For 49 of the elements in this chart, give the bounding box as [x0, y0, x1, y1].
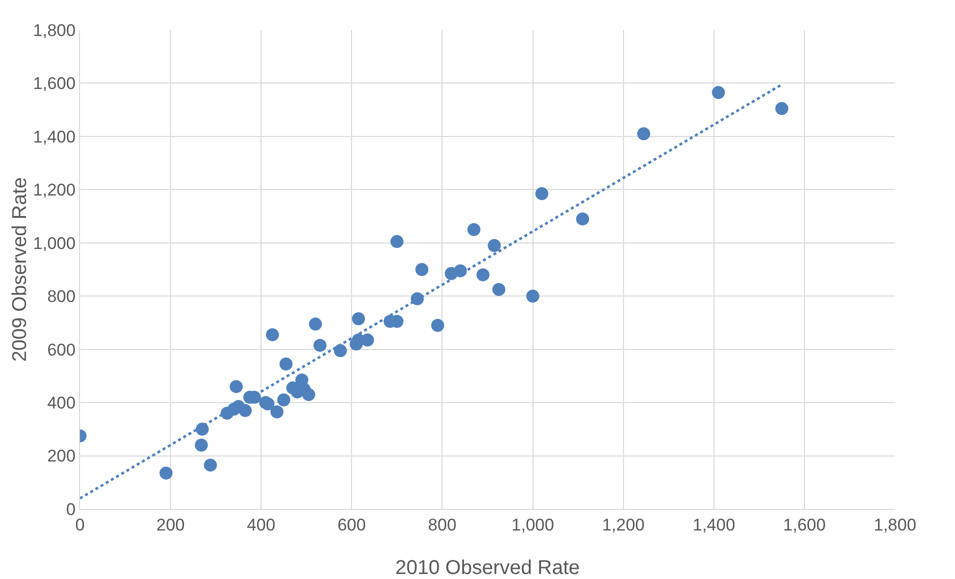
y-tick-label: 400 — [47, 394, 76, 413]
point — [266, 328, 279, 342]
point — [352, 312, 365, 326]
point — [204, 458, 217, 472]
x-tick-label: 1,000 — [512, 515, 554, 534]
point — [775, 102, 788, 115]
point — [488, 239, 501, 252]
point — [277, 393, 290, 406]
x-tick-label: 800 — [428, 515, 456, 534]
y-tick-label: 1,600 — [33, 74, 76, 94]
y-tick-label: 0 — [66, 500, 76, 519]
x-tick-label: 400 — [246, 515, 276, 534]
point — [230, 380, 243, 394]
point — [526, 290, 540, 303]
x-axis-title: 2010 Observed Rate — [395, 557, 580, 579]
y-tick-label: 800 — [47, 287, 76, 306]
point — [308, 318, 322, 331]
point — [415, 263, 428, 276]
point — [476, 268, 490, 282]
point — [431, 318, 444, 332]
x-tick-label: 1,400 — [692, 515, 736, 534]
x-tick-label: 1,800 — [874, 515, 916, 534]
point — [270, 405, 284, 418]
point — [302, 388, 316, 402]
point — [390, 235, 404, 248]
y-tick-label: 1,200 — [33, 180, 76, 200]
point — [334, 344, 347, 358]
point — [280, 357, 293, 370]
point — [361, 334, 374, 347]
x-tick-label: 1,600 — [783, 515, 826, 534]
y-tick-label: 1,800 — [33, 20, 76, 40]
y-tick-label: 1,400 — [33, 127, 76, 146]
point — [492, 282, 506, 296]
point — [194, 438, 208, 452]
point — [535, 187, 548, 200]
y-tick-label: 200 — [47, 446, 76, 466]
y-tick-label: 600 — [47, 340, 76, 360]
x-tick-label: 200 — [156, 515, 185, 534]
point — [238, 404, 252, 418]
point — [160, 466, 173, 480]
point — [576, 212, 590, 226]
point — [313, 338, 326, 352]
point — [637, 127, 650, 140]
x-tick-label: 600 — [337, 515, 366, 534]
x-tick-label: 1,200 — [602, 515, 645, 534]
y-axis-title: 2009 Observed Rate — [9, 177, 32, 362]
y-tick-label: 1,000 — [33, 234, 76, 253]
point — [712, 86, 725, 100]
point — [467, 223, 480, 236]
